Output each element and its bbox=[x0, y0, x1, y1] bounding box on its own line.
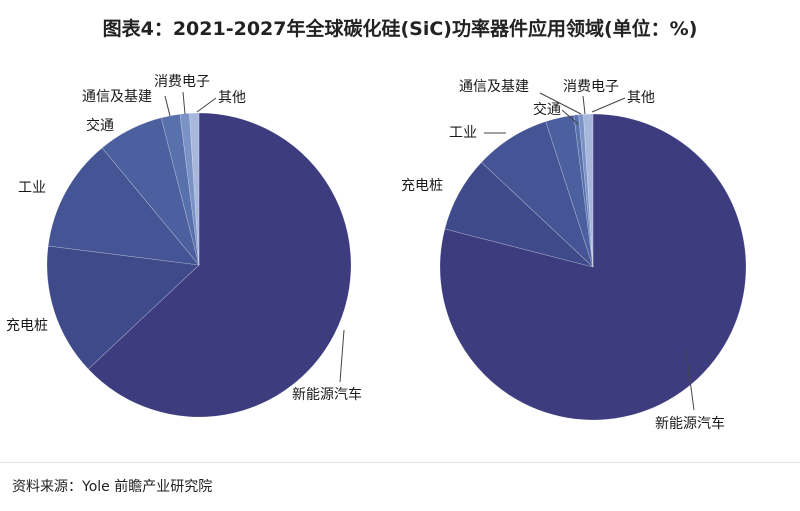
slice-label-telecom: 通信及基建 bbox=[82, 88, 152, 105]
slice-label-other: 其他 bbox=[218, 90, 246, 106]
slice-label-telecom: 通信及基建 bbox=[459, 78, 529, 95]
leader-line-nev bbox=[685, 349, 695, 411]
pie-slice-industry bbox=[47, 147, 200, 266]
pie-slice-charging bbox=[46, 245, 200, 370]
pie-slice-telecom bbox=[573, 114, 594, 268]
slice-label-other: 其他 bbox=[627, 90, 655, 106]
leader-line-consumer bbox=[182, 91, 186, 115]
leader-line-nev bbox=[339, 329, 345, 383]
pie-slice-industry bbox=[481, 121, 594, 268]
slice-label-industry: 工业 bbox=[449, 125, 477, 141]
source-note: 资料来源：Yole 前瞻产业研究院 bbox=[12, 479, 213, 495]
pie-slice-transport bbox=[545, 114, 594, 268]
leader-line-consumer bbox=[582, 95, 586, 115]
leader-line-transport bbox=[561, 109, 579, 125]
chart-title: 图表4：2021-2027年全球碳化硅(SiC)功率器件应用领域(单位：%) bbox=[102, 18, 698, 40]
pie-slice-other bbox=[189, 112, 200, 266]
slice-label-nev: 新能源汽车 bbox=[292, 386, 362, 403]
pie-slice-nev bbox=[439, 113, 747, 421]
slice-label-consumer: 消费电子 bbox=[563, 79, 619, 95]
slice-label-charging: 充电桩 bbox=[401, 177, 443, 194]
pie-slice-other bbox=[583, 113, 594, 268]
pie-slice-telecom bbox=[160, 113, 200, 266]
leader-line-telecom bbox=[539, 92, 582, 115]
slice-label-charging: 充电桩 bbox=[6, 317, 48, 334]
source-divider bbox=[0, 462, 800, 463]
slice-label-transport: 交通 bbox=[533, 101, 561, 118]
slice-label-nev: 新能源汽车 bbox=[655, 415, 725, 432]
pie-slice-nev bbox=[87, 112, 352, 418]
pie-slice-charging bbox=[444, 161, 594, 268]
slice-label-industry: 工业 bbox=[18, 180, 46, 196]
leader-line-telecom bbox=[164, 95, 171, 117]
slice-label-transport: 交通 bbox=[86, 117, 114, 134]
leader-line-other bbox=[196, 97, 217, 113]
leader-line-other bbox=[591, 97, 626, 113]
pie-slice-transport bbox=[101, 117, 200, 266]
pie-slice-consumer bbox=[578, 113, 594, 268]
slice-label-consumer: 消费电子 bbox=[154, 74, 210, 90]
